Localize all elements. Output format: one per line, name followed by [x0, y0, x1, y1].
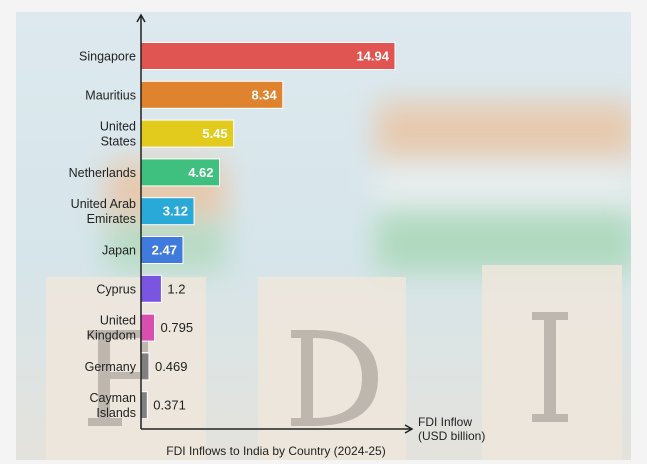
- category-label: United: [100, 120, 136, 134]
- data-label: 2.47: [152, 243, 177, 258]
- data-label: 0.371: [153, 398, 186, 413]
- bar: [140, 119, 235, 148]
- category-label: Singapore: [79, 50, 136, 64]
- bar: [140, 352, 150, 381]
- category-label: Islands: [96, 406, 136, 420]
- y-axis-arrow-icon: [136, 13, 146, 23]
- letter-d-shape: [291, 330, 378, 426]
- category-label: Cyprus: [96, 282, 136, 296]
- data-label: 8.34: [251, 87, 277, 102]
- bar: [140, 42, 396, 70]
- data-label: 5.45: [202, 126, 227, 141]
- category-label: Netherlands: [69, 166, 136, 180]
- bar: [140, 80, 284, 109]
- bar: [140, 274, 162, 303]
- background-letters-image: [88, 312, 568, 426]
- data-label: 0.795: [161, 320, 194, 335]
- category-label: Kingdom: [87, 329, 136, 343]
- category-label: Cayman: [89, 391, 136, 405]
- bar: [140, 313, 156, 342]
- category-label: United: [100, 314, 136, 328]
- bar: [140, 158, 221, 187]
- data-label: 14.94: [356, 49, 389, 64]
- category-label: United Arab: [71, 197, 136, 211]
- bar: [140, 197, 195, 226]
- category-label: Germany: [85, 360, 137, 374]
- category-label: Emirates: [87, 212, 136, 226]
- data-label: 0.469: [155, 359, 188, 374]
- category-label: Mauritius: [85, 88, 136, 102]
- bar: [140, 391, 148, 420]
- x-axis-label: (USD billion): [418, 429, 485, 443]
- category-label: Japan: [102, 244, 136, 258]
- data-label: 4.62: [188, 165, 213, 180]
- data-label: 1.2: [167, 281, 185, 296]
- data-label: 3.12: [163, 204, 188, 219]
- chart-title: FDI Inflows to India by Country (2024-25…: [166, 444, 385, 458]
- category-label: States: [101, 135, 136, 149]
- x-axis-label: FDI Inflow: [418, 415, 472, 429]
- x-axis-arrow-icon: [404, 424, 414, 434]
- letter-i-shape: [532, 312, 568, 422]
